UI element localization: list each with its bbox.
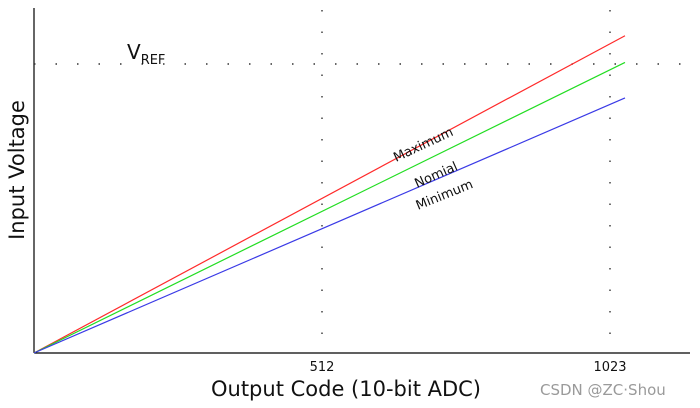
x-tick-label-512: 512 <box>310 360 335 375</box>
watermark: CSDN @ZC·Shou <box>540 381 666 399</box>
series-line-nomial <box>33 61 626 354</box>
series-label-maximum: Maximum <box>391 125 455 166</box>
y-axis-label: Input Voltage <box>5 100 29 240</box>
series-line-minimum <box>33 97 626 354</box>
x-axis-label: Output Code (10-bit ADC) <box>211 377 481 401</box>
vref-label-subscript: REF <box>141 53 166 68</box>
vref-label: VREF <box>127 40 165 68</box>
x-tick-label-1023: 1023 <box>593 360 626 375</box>
series-line-maximum <box>33 35 626 354</box>
vref-label-main: V <box>127 40 141 64</box>
